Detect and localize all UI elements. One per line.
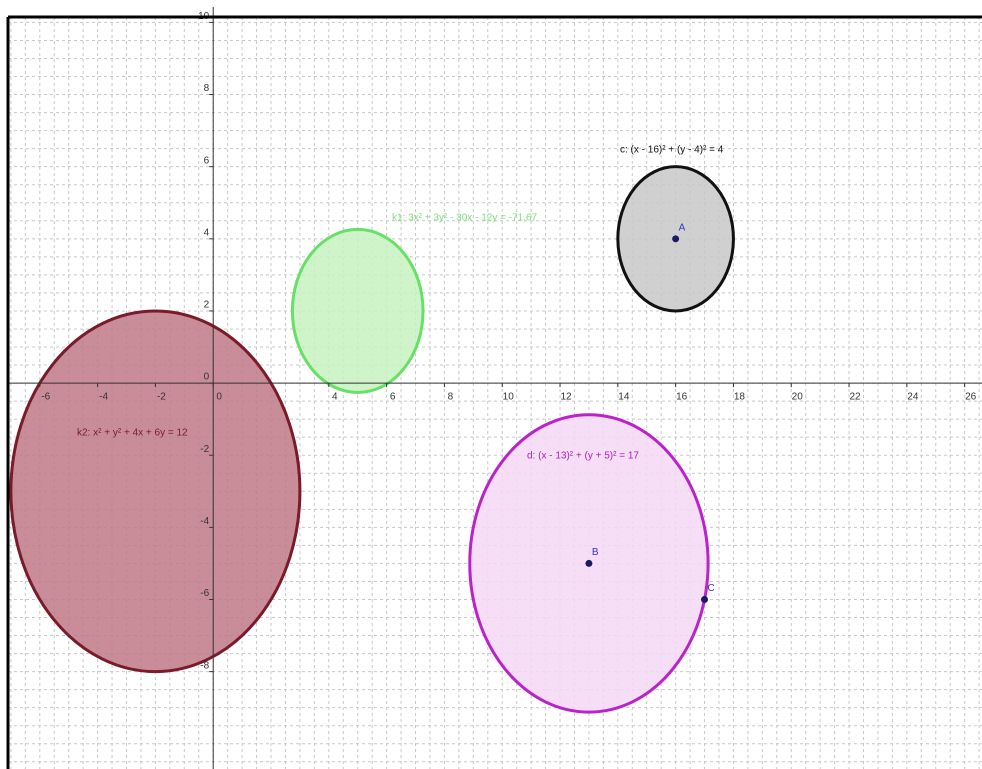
y-tick-label: 8 (204, 83, 210, 94)
x-tick-label: 16 (676, 392, 688, 403)
point (701, 595, 709, 603)
x-tick-label: 8 (448, 392, 454, 403)
x-tick-label: -4 (99, 392, 108, 403)
point-label: C (708, 583, 715, 594)
y-tick-label: 2 (204, 300, 210, 311)
axes: -6-4-204681012141618202224261086420-2-4-… (8, 7, 982, 769)
y-tick-label: -8 (200, 660, 209, 671)
y-tick-label: 6 (204, 155, 210, 166)
circle-label: k2: x² + y² + 4x + 6y = 12 (77, 428, 188, 439)
point-label: B (592, 547, 599, 558)
y-tick-label: -4 (200, 516, 209, 527)
circle-label: d: (x - 13)² + (y + 5)² = 17 (527, 451, 639, 462)
x-tick-label: 26 (965, 392, 977, 403)
circle (290, 227, 425, 394)
x-tick-label: 10 (503, 392, 515, 403)
x-tick-label: 0 (216, 392, 222, 403)
x-tick-label: -2 (157, 392, 166, 403)
points: A B C (585, 222, 715, 603)
x-tick-label: 24 (907, 392, 919, 403)
y-tick-label: 0 (204, 372, 210, 383)
point (585, 559, 593, 567)
y-tick-label: -6 (200, 588, 209, 599)
circle (9, 309, 302, 674)
x-tick-label: -6 (41, 392, 50, 403)
point-label: A (679, 222, 686, 233)
x-tick-label: 20 (792, 392, 804, 403)
y-tick-label: 4 (204, 227, 210, 238)
circle-label: c: (x - 16)² + (y - 4)² = 4 (620, 145, 724, 156)
x-tick-label: 22 (849, 392, 861, 403)
circle-label: k1: 3x² + 3y² - 30x - 12y = -71.67 (392, 213, 538, 224)
y-tick-label: -2 (200, 444, 209, 455)
x-tick-label: 6 (390, 392, 396, 403)
point (672, 235, 680, 243)
x-tick-label: 12 (560, 392, 572, 403)
x-tick-label: 4 (332, 392, 338, 403)
x-tick-label: 18 (734, 392, 746, 403)
x-tick-label: 14 (618, 392, 630, 403)
